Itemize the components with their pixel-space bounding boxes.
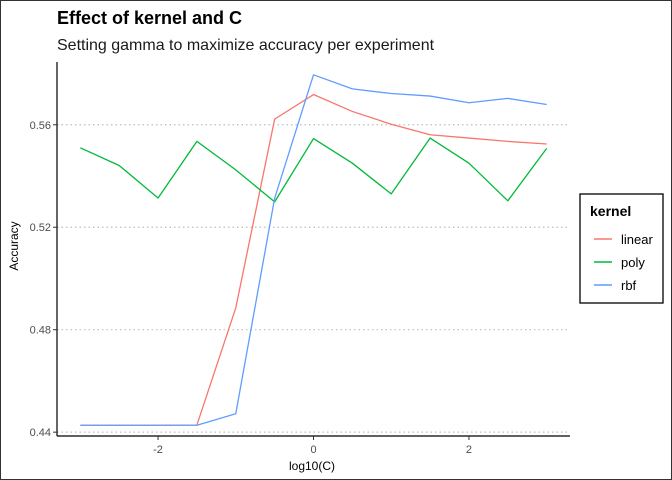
x-tick-label: 2	[466, 444, 472, 456]
y-axis-title: Accuracy	[7, 221, 21, 270]
series-line-linear	[80, 93, 547, 426]
series-layer	[80, 74, 548, 426]
chart-title: Effect of kernel and C	[57, 8, 242, 28]
legend-label-rbf: rbf	[621, 278, 637, 293]
chart-subtitle: Setting gamma to maximize accuracy per e…	[57, 37, 435, 54]
series-line-rbf	[80, 74, 547, 426]
legend: kernel linear poly rbf	[579, 193, 664, 304]
axes-layer	[56, 62, 570, 437]
x-tick-label: 0	[310, 444, 316, 456]
x-tick-label: -2	[153, 444, 163, 456]
legend-label-linear: linear	[621, 232, 653, 247]
y-tick-label: 0.56	[30, 120, 51, 132]
y-tick-label: 0.48	[30, 325, 51, 337]
legend-box	[579, 193, 664, 304]
legend-label-poly: poly	[621, 255, 645, 270]
legend-items: linear poly rbf	[594, 232, 653, 293]
grid-layer	[57, 124, 570, 433]
ticks-layer: 0.44 0.48 0.52 0.56 -2 0 2	[30, 120, 472, 456]
x-axis-title: log10(C)	[289, 459, 335, 473]
y-tick-label: 0.52	[30, 222, 51, 234]
legend-title: kernel	[590, 203, 631, 219]
series-line-poly	[80, 137, 548, 203]
y-tick-label: 0.44	[30, 427, 51, 439]
